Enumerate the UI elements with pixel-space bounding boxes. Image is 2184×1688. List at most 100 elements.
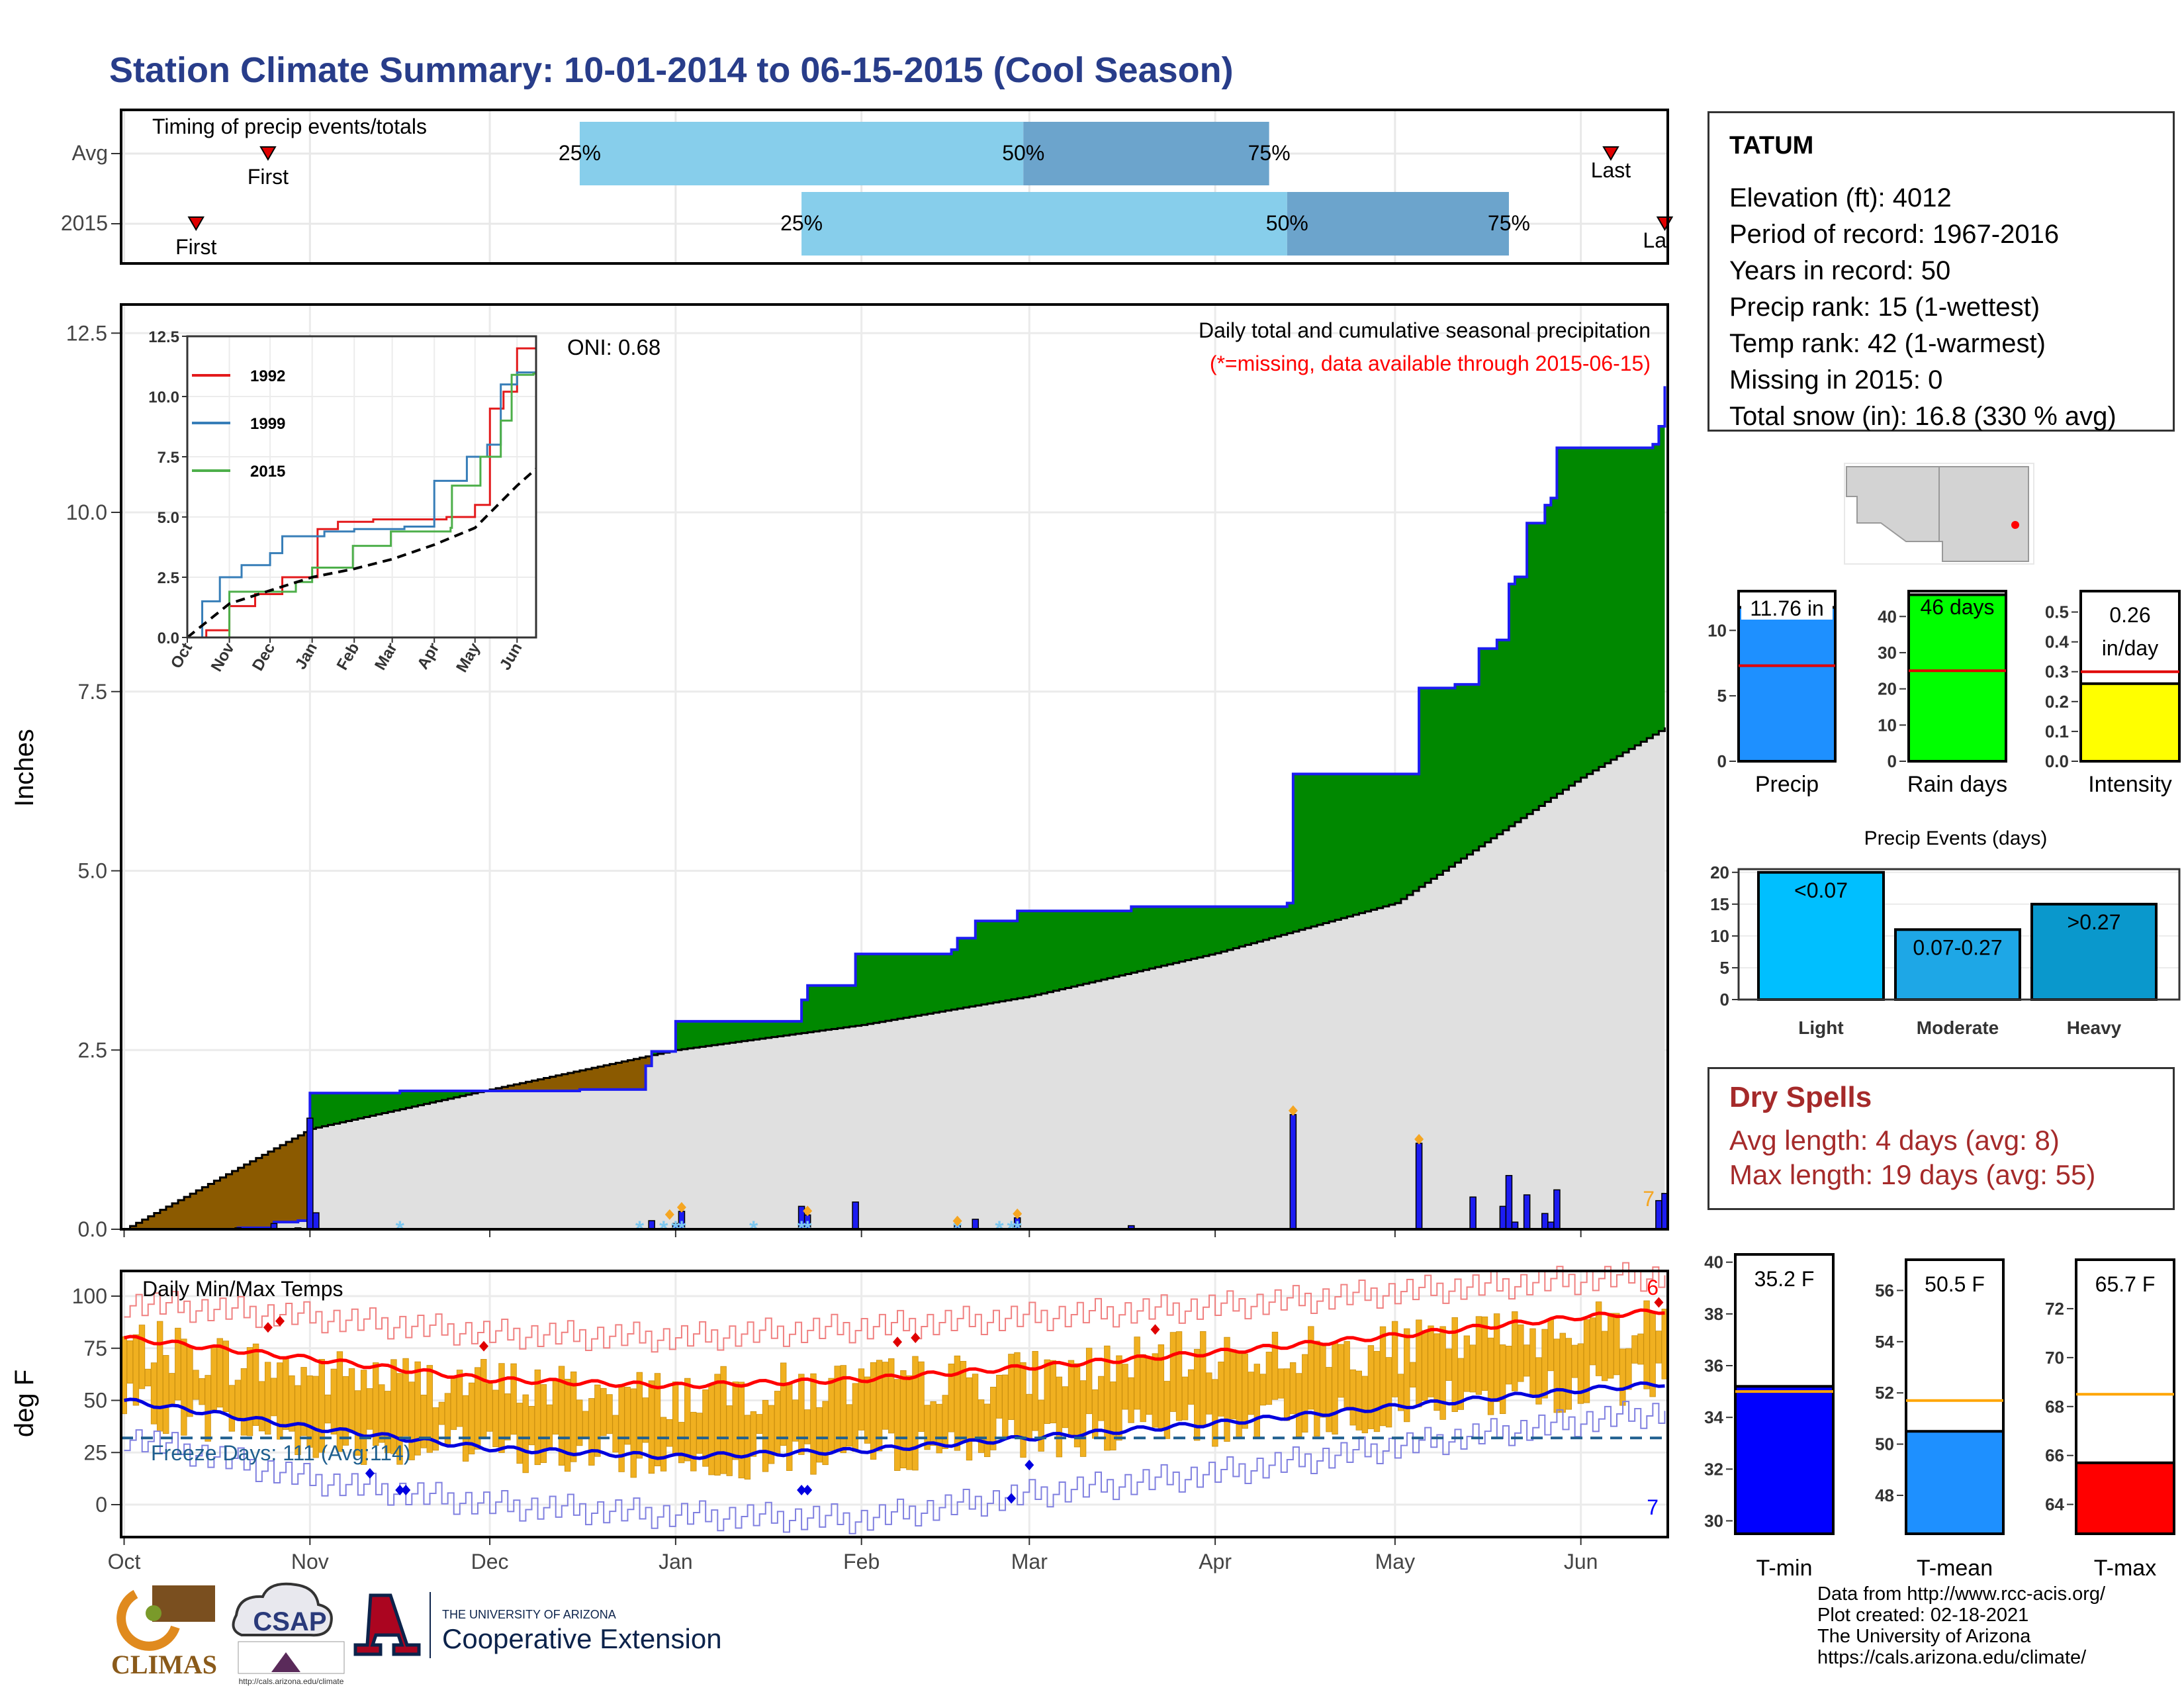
precip-events-bar-label-light: <0.07 bbox=[1794, 878, 1848, 902]
daily-temp-bar bbox=[594, 1384, 601, 1457]
daily-temp-bar bbox=[732, 1382, 739, 1460]
inset-series-avg bbox=[186, 467, 537, 639]
daily-temp-bar bbox=[588, 1398, 595, 1466]
daily-temp-bar bbox=[1428, 1325, 1434, 1397]
record-max-line bbox=[124, 1262, 1666, 1353]
record-high-marker bbox=[911, 1333, 921, 1343]
normal-cumulative-line bbox=[124, 727, 1666, 1231]
quartile-label-25: 25% bbox=[559, 141, 601, 165]
daily-temp-bar bbox=[408, 1382, 415, 1460]
daily-temp-bar bbox=[342, 1376, 349, 1446]
stats-t-mean-y-tick-label: 48 bbox=[1875, 1485, 1894, 1505]
daily-temp-bar bbox=[1541, 1329, 1548, 1399]
daily-temp-bar bbox=[570, 1371, 577, 1462]
precip-y-tick-label: 5.0 bbox=[78, 859, 107, 883]
daily-temp-bar bbox=[630, 1388, 637, 1478]
locator-map bbox=[1844, 463, 2034, 565]
daily-temp-bar bbox=[1289, 1362, 1297, 1415]
dry-spells-max: Max length: 19 days (avg: 55) bbox=[1729, 1159, 2096, 1190]
daily-temp-bar bbox=[983, 1403, 991, 1458]
inset-y-tick-label: 12.5 bbox=[148, 328, 179, 346]
precip-events-bar-moderate bbox=[1894, 928, 2021, 1002]
daily-temp-bar bbox=[672, 1382, 679, 1456]
daily-temp-bar bbox=[1038, 1399, 1044, 1452]
page-title: Station Climate Summary: 10-01-2014 to 0… bbox=[109, 50, 1234, 90]
daily-temp-bar bbox=[132, 1334, 140, 1406]
daily-temp-bar bbox=[1122, 1364, 1128, 1410]
daily-temp-bar bbox=[774, 1391, 781, 1455]
station-location-marker bbox=[2011, 521, 2019, 529]
daily-temp-bar bbox=[216, 1338, 223, 1408]
daily-temp-bar bbox=[1529, 1328, 1536, 1398]
daily-temp-bar bbox=[1373, 1350, 1381, 1432]
inset-y-tick-label: 0.0 bbox=[158, 630, 179, 647]
daily-temp-bar bbox=[1469, 1344, 1477, 1393]
precip-events-frame bbox=[1737, 868, 2181, 1001]
daily-temp-bar bbox=[1595, 1301, 1602, 1376]
month-label: Dec bbox=[471, 1550, 509, 1573]
quartile-label-75: 75% bbox=[1488, 211, 1530, 235]
daily-temp-bar bbox=[1320, 1344, 1326, 1418]
daily-temp-bar bbox=[1349, 1369, 1356, 1426]
station-info-box: TATUM Elevation (ft): 4012 Period of rec… bbox=[1707, 111, 2175, 432]
daily-temp-bar bbox=[1571, 1344, 1578, 1378]
daily-temp-bar bbox=[444, 1393, 451, 1444]
daily-temp-bar bbox=[1140, 1354, 1146, 1423]
precip-events-y-tick-label: 15 bbox=[1710, 894, 1729, 914]
stats-precip-value-label: 11.76 in bbox=[1750, 596, 1824, 620]
large-event-marker bbox=[952, 1215, 962, 1227]
daily-temp-bar bbox=[756, 1414, 763, 1434]
daily-temp-bar bbox=[1493, 1313, 1500, 1402]
timing-row-label: 2015 bbox=[61, 211, 108, 235]
daily-precip-bar bbox=[1505, 1175, 1513, 1230]
stats-t-max-label: T-max bbox=[2094, 1556, 2156, 1581]
credit-university: The University of Arizona bbox=[1817, 1626, 2031, 1647]
daily-temp-bar bbox=[798, 1374, 805, 1455]
daily-precip-bar bbox=[1499, 1205, 1507, 1230]
daily-temp-bar bbox=[462, 1395, 469, 1462]
record-low-marker bbox=[803, 1484, 813, 1495]
daily-temp-bar bbox=[846, 1404, 853, 1447]
stats-precip-y-tick-label: 10 bbox=[1707, 620, 1727, 640]
quartile-bar-Avg-25-50 bbox=[579, 122, 1024, 185]
precip-panel: ************0.02.55.07.510.012.5InchesDa… bbox=[10, 303, 1669, 1242]
stats-t-max-y-tick-label: 72 bbox=[2045, 1299, 2064, 1319]
daily-temp-bar bbox=[792, 1399, 799, 1442]
daily-temp-bar bbox=[150, 1362, 158, 1425]
daily-temp-bar bbox=[1422, 1330, 1428, 1401]
daily-temp-bar bbox=[1206, 1372, 1212, 1415]
credits: Data from http://www.rcc-acis.org/ Plot … bbox=[1817, 1583, 2105, 1668]
credit-data-source: Data from http://www.rcc-acis.org/ bbox=[1817, 1583, 2106, 1605]
below-normal-area bbox=[130, 1051, 676, 1229]
stats-intensity-value-bar bbox=[2079, 682, 2181, 763]
stats-rain-days-value-bar bbox=[1907, 593, 2007, 763]
quartile-bar-2015-50-75 bbox=[1287, 192, 1509, 256]
last-event-label: Last bbox=[1591, 158, 1631, 182]
large-event-marker bbox=[664, 1209, 674, 1220]
daily-temp-bar bbox=[246, 1347, 253, 1436]
first-event-label: First bbox=[248, 165, 289, 189]
daily-temp-bar bbox=[1355, 1370, 1362, 1430]
quartile-bar-2015-25-50 bbox=[801, 192, 1287, 256]
stats-rain-days-y-tick-label: 20 bbox=[1878, 679, 1897, 699]
large-event-marker bbox=[803, 1205, 813, 1217]
daily-temp-bar bbox=[546, 1404, 553, 1449]
station-total-snow: Total snow (in): 16.8 (330 % avg) bbox=[1729, 402, 2116, 431]
daily-temp-bar bbox=[738, 1382, 745, 1479]
daily-temp-bar bbox=[924, 1405, 931, 1450]
daily-temp-bar bbox=[678, 1422, 685, 1464]
daily-temp-bar bbox=[852, 1383, 859, 1452]
stats-rain-days-label: Rain days bbox=[1907, 772, 2007, 797]
precip-y-label: Inches bbox=[10, 729, 39, 807]
csap-logo-text: CSAP bbox=[253, 1607, 326, 1636]
inset-series-1992 bbox=[187, 336, 537, 639]
daily-temp-bar bbox=[1302, 1354, 1308, 1433]
stats-intensity-value-label: 0.26 bbox=[2109, 603, 2150, 627]
daily-temp-bar bbox=[492, 1389, 499, 1448]
daily-temp-bar bbox=[1583, 1319, 1590, 1403]
temperature-panel: 0 25 50 75 100 Oct Nov Dec Jan Feb Mar Apr May Jun deg… bbox=[10, 1262, 1669, 1573]
daily-temp-bar bbox=[277, 1362, 283, 1440]
daily-temp-bar bbox=[666, 1419, 673, 1447]
stats-precip-label: Precip bbox=[1755, 772, 1819, 797]
daily-temp-bar bbox=[1212, 1379, 1218, 1447]
